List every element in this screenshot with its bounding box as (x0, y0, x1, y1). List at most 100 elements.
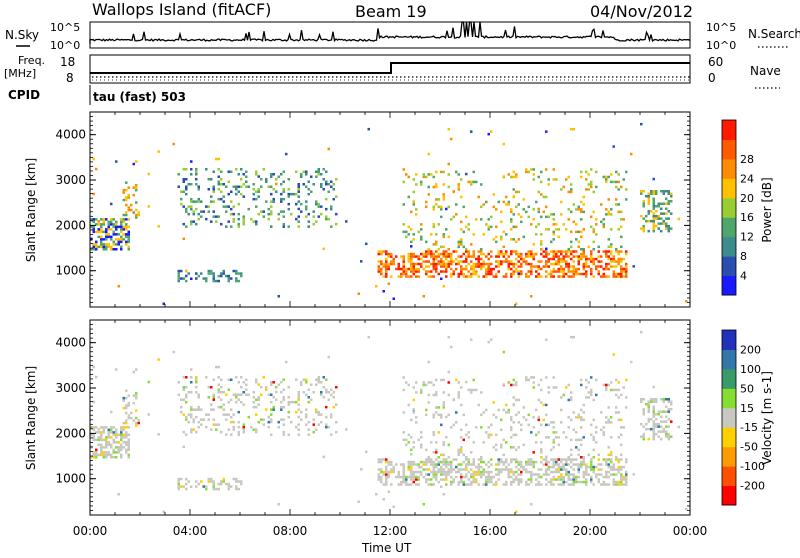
colorbar-segment (722, 275, 736, 296)
power-cell (642, 224, 645, 228)
velocity-cell (632, 473, 635, 476)
velocity-cell (477, 403, 480, 407)
velocity-cell (157, 433, 160, 436)
velocity-cell (447, 393, 450, 397)
power-cell (432, 243, 435, 246)
velocity-cell (647, 400, 650, 403)
power-cell (435, 183, 438, 186)
noise-tick-low-left: 10^0 (50, 39, 80, 52)
power-cell (442, 262, 445, 266)
power-cell (440, 260, 443, 263)
power-cell (185, 168, 188, 171)
velocity-cell (620, 453, 623, 457)
velocity-cell (225, 418, 228, 421)
velocity-cell (595, 431, 598, 434)
power-cell (615, 203, 618, 206)
velocity-cell (457, 448, 460, 452)
power-cell (212, 188, 215, 191)
velocity-cell (520, 463, 523, 466)
velocity-cell (530, 478, 533, 481)
power-cell (120, 223, 123, 226)
power-cell (610, 180, 613, 184)
velocity-cell (92, 426, 95, 429)
power-cell (180, 202, 183, 206)
power-cell (610, 228, 613, 231)
velocity-cell (190, 485, 193, 488)
power-cell (617, 275, 620, 278)
velocity-cell (535, 483, 538, 486)
velocity-cell (595, 441, 598, 444)
power-cell (440, 252, 443, 256)
velocity-cell (625, 396, 628, 399)
power-cell (382, 265, 385, 268)
power-cell (537, 265, 540, 268)
velocity-cell (607, 465, 610, 469)
power-cell (520, 270, 523, 273)
power-cell (592, 260, 595, 263)
velocity-cell (587, 465, 590, 469)
power-cell (100, 228, 103, 231)
power-cell (582, 252, 585, 256)
velocity-cell (535, 433, 538, 437)
velocity-cell (282, 433, 285, 436)
velocity-cell (517, 478, 520, 481)
power-cell (487, 265, 490, 268)
velocity-cell (410, 453, 413, 456)
power-cell (432, 262, 435, 266)
velocity-cell (445, 473, 448, 476)
velocity-cell (180, 398, 183, 401)
power-cell (625, 267, 628, 271)
power-cell (330, 225, 333, 228)
power-cell (652, 192, 655, 195)
velocity-cell (660, 430, 663, 433)
power-cell (107, 220, 110, 224)
power-cell (662, 192, 665, 195)
power-cell (125, 223, 128, 226)
velocity-cell (330, 415, 333, 419)
power-cell (457, 260, 460, 263)
velocity-cell (652, 422, 655, 426)
velocity-cell (482, 441, 485, 444)
power-cell (607, 275, 610, 278)
velocity-cell (670, 403, 673, 406)
power-cell (387, 262, 390, 266)
velocity-cell (525, 378, 528, 382)
power-cell (265, 180, 268, 183)
velocity-cell (577, 438, 580, 442)
power-cell (467, 250, 470, 253)
velocity-cell (230, 415, 233, 419)
velocity-colorbar-tick: -100 (740, 460, 765, 473)
velocity-cell (147, 380, 150, 384)
velocity-cell (560, 478, 563, 481)
power-cell (275, 182, 278, 186)
velocity-cell (580, 438, 583, 442)
power-cell (460, 240, 463, 244)
velocity-cell (457, 451, 460, 454)
velocity-cell (377, 468, 380, 471)
velocity-cell (615, 483, 618, 486)
velocity-cell (277, 425, 280, 429)
power-cell (510, 252, 513, 256)
velocity-cell (610, 388, 613, 392)
freq-tick-low: 8 (66, 71, 74, 85)
power-cell (572, 220, 575, 224)
power-cell (382, 290, 385, 293)
power-cell (610, 252, 613, 256)
velocity-cell (252, 400, 255, 404)
velocity-cell (325, 423, 328, 426)
velocity-cell (590, 478, 593, 481)
power-cell (490, 130, 493, 133)
velocity-cell (195, 386, 198, 389)
power-cell (470, 130, 473, 133)
power-cell (617, 260, 620, 263)
velocity-cell (132, 401, 135, 405)
power-cell (335, 222, 338, 226)
y-tick-label: 1000 (55, 472, 86, 486)
velocity-cell (507, 475, 510, 479)
velocity-cell (612, 480, 615, 484)
velocity-cell (652, 413, 655, 416)
power-cell (407, 257, 410, 261)
power-cell (487, 267, 490, 271)
velocity-cell (570, 465, 573, 469)
power-cell (632, 265, 635, 268)
